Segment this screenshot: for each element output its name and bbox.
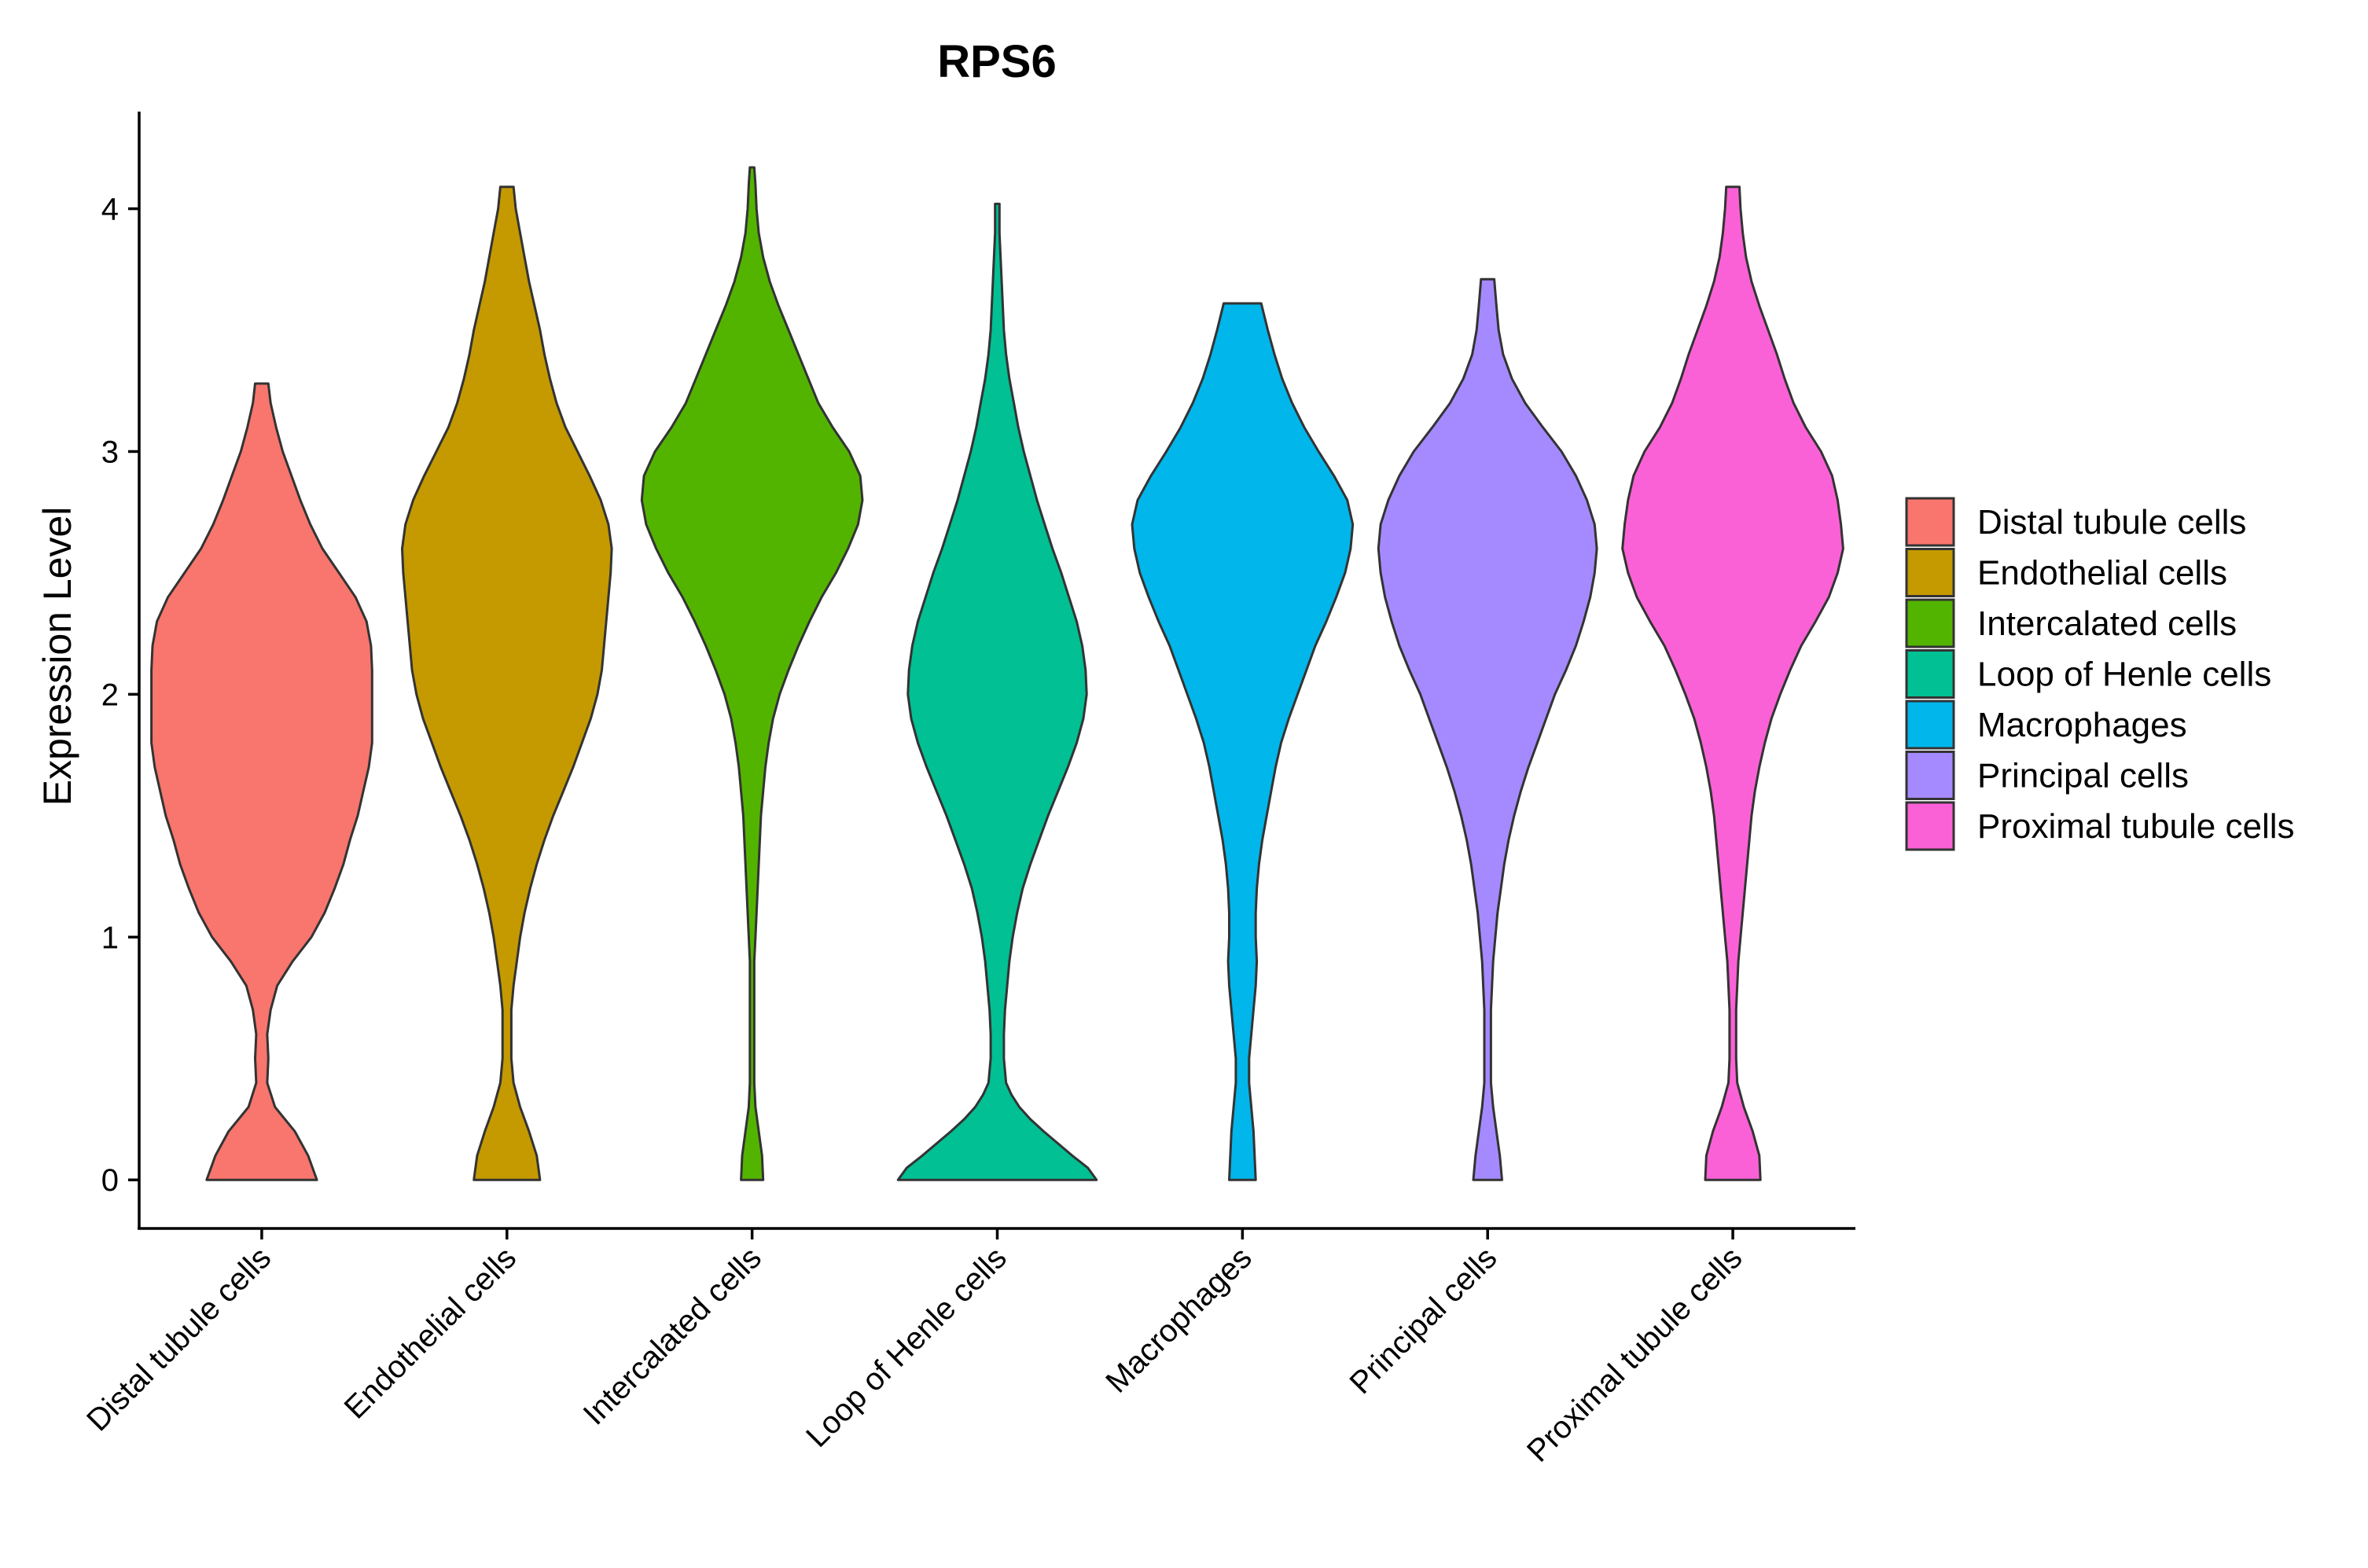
violin-macrophages: [1131, 302, 1355, 1181]
legend-key: [1905, 548, 1955, 597]
legend-label: Loop of Henle cells: [1977, 655, 2271, 694]
x-tick-label: Macrophages: [1099, 1240, 1258, 1399]
y-axis-label: Expression Level: [35, 507, 79, 806]
legend-key: [1905, 700, 1955, 750]
legend-key: [1905, 801, 1955, 851]
x-tick-label: Loop of Henle cells: [800, 1240, 1013, 1454]
x-tick-label: Intercalated cells: [577, 1240, 768, 1431]
x-tick-label: Endothelial cells: [338, 1240, 524, 1426]
violin-proximal-tubule-cells: [1621, 185, 1844, 1181]
y-tick-label: 2: [101, 678, 119, 712]
legend-label: Endothelial cells: [1977, 554, 2227, 593]
x-tick-label: Proximal tubule cells: [1520, 1240, 1748, 1468]
legend-key: [1905, 649, 1955, 699]
legend-label: Distal tubule cells: [1977, 503, 2246, 542]
violin-intercalated-cells: [640, 166, 864, 1181]
y-tick-label: 4: [101, 193, 119, 227]
x-tick-label: Distal tubule cells: [80, 1240, 278, 1438]
violins: [150, 166, 1844, 1181]
legend-label: Intercalated cells: [1977, 604, 2237, 643]
violin-principal-cells: [1377, 277, 1598, 1181]
y-tick-label: 3: [101, 435, 119, 469]
legend-label: Principal cells: [1977, 757, 2189, 795]
legend-label: Macrophages: [1977, 706, 2187, 744]
legend-label: Proximal tubule cells: [1977, 807, 2295, 846]
violin-distal-tubule-cells: [150, 382, 373, 1181]
legend-key: [1905, 751, 1955, 800]
legend-key: [1905, 598, 1955, 648]
chart-title: RPS6: [937, 36, 1057, 87]
violin-loop-of-henle-cells: [896, 202, 1098, 1181]
violin-endothelial-cells: [401, 185, 613, 1181]
y-tick-label: 1: [101, 920, 119, 955]
y-tick-label: 0: [101, 1163, 119, 1198]
legend: Distal tubule cells Endothelial cells Inte…: [1905, 497, 2295, 851]
x-tick-label: Principal cells: [1344, 1240, 1504, 1401]
legend-key: [1905, 497, 1955, 547]
x-ticks: Distal tubule cells Endothelial cells Inte…: [80, 1228, 1748, 1469]
y-ticks: 0 1 2 3 4: [101, 193, 139, 1198]
